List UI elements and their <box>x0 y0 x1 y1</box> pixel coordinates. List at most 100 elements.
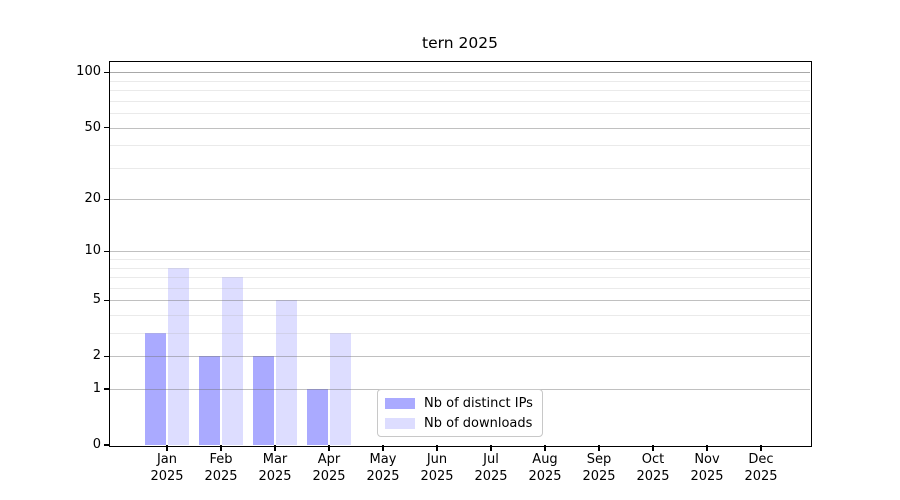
gridline-minor-y-4 <box>110 315 810 317</box>
x-tick-label-feb: Feb 2025 <box>191 451 251 485</box>
x-tick-label-jun: Jun 2025 <box>407 451 467 485</box>
y-tick-0 <box>104 444 110 446</box>
x-tick-oct <box>652 445 654 451</box>
x-tick-label-sep: Sep 2025 <box>569 451 629 485</box>
gridline-minor-y-6 <box>110 287 810 289</box>
gridline-major-y-100 <box>110 72 810 74</box>
bar-downloads-mar <box>276 300 297 445</box>
y-tick-label-50: 50 <box>84 119 101 135</box>
y-tick-label-10: 10 <box>84 243 101 259</box>
bar-distinct-ips-mar <box>253 356 274 445</box>
y-tick-1 <box>104 388 110 390</box>
month-text: Aug <box>532 452 558 467</box>
x-tick-jun <box>436 445 438 451</box>
bar-distinct-ips-jan <box>145 333 166 445</box>
year-text: 2025 <box>204 469 238 484</box>
gridline-major-y-5 <box>110 300 810 302</box>
gridline-minor-y-40 <box>110 145 810 147</box>
gridline-major-y-20 <box>110 199 810 201</box>
x-tick-jan <box>166 445 168 451</box>
year-text: 2025 <box>258 469 292 484</box>
year-text: 2025 <box>474 469 508 484</box>
y-tick-10 <box>104 250 110 253</box>
month-text: Nov <box>694 452 720 467</box>
month-text: Mar <box>262 452 288 467</box>
x-tick-label-apr: Apr 2025 <box>299 451 359 485</box>
year-text: 2025 <box>690 469 724 484</box>
y-tick-label-100: 100 <box>76 64 101 80</box>
x-tick-feb <box>220 445 222 451</box>
year-text: 2025 <box>744 469 778 484</box>
chart-title: tern 2025 <box>422 34 498 52</box>
gridline-major-y-50 <box>110 127 810 129</box>
month-text: Dec <box>748 452 774 467</box>
x-tick-dec <box>760 445 762 451</box>
gridline-minor-y-7 <box>110 277 810 279</box>
gridline-minor-y-3 <box>110 333 810 335</box>
x-tick-apr <box>328 445 330 451</box>
month-text: May <box>369 452 397 467</box>
month-text: Jun <box>426 452 448 467</box>
year-text: 2025 <box>528 469 562 484</box>
year-text: 2025 <box>636 469 670 484</box>
year-text: 2025 <box>312 469 346 484</box>
legend-swatch-distinct-ips-icon <box>385 397 415 409</box>
gridlines-layer <box>110 62 810 445</box>
y-tick-20 <box>104 198 110 200</box>
y-tick-2 <box>104 355 110 358</box>
x-tick-label-may: May 2025 <box>353 451 413 485</box>
y-tick-50 <box>104 126 110 129</box>
bars-layer <box>110 62 810 445</box>
y-tick-label-20: 20 <box>84 191 101 207</box>
bar-downloads-apr <box>330 333 351 445</box>
gridline-major-y-2 <box>110 356 810 358</box>
year-text: 2025 <box>420 469 454 484</box>
y-tick-100 <box>104 71 110 74</box>
gridline-major-y-10 <box>110 251 810 253</box>
x-tick-label-mar: Mar 2025 <box>245 451 305 485</box>
x-tick-label-jan: Jan 2025 <box>137 451 197 485</box>
x-tick-may <box>382 445 384 451</box>
month-text: Jul <box>483 452 499 467</box>
legend: Nb of distinct IPs Nb of downloads <box>377 389 543 437</box>
gridline-minor-y-70 <box>110 100 810 102</box>
x-tick-label-oct: Oct 2025 <box>623 451 683 485</box>
bar-downloads-feb <box>222 277 243 445</box>
gridline-minor-y-8 <box>110 267 810 269</box>
month-text: Feb <box>209 452 233 467</box>
x-tick-aug <box>544 445 546 451</box>
bar-distinct-ips-feb <box>199 356 220 445</box>
legend-item-downloads: Nb of downloads <box>385 415 542 431</box>
gridline-minor-y-60 <box>110 113 810 115</box>
legend-item-distinct-ips: Nb of distinct IPs <box>385 395 542 411</box>
bar-downloads-jan <box>168 267 189 445</box>
month-text: Jan <box>156 452 178 467</box>
y-tick-label-2: 2 <box>92 348 101 364</box>
x-tick-nov <box>706 445 708 451</box>
y-tick-label-5: 5 <box>92 292 101 308</box>
legend-label-distinct-ips: Nb of distinct IPs <box>424 395 533 411</box>
x-tick-label-jul: Jul 2025 <box>461 451 521 485</box>
gridline-minor-y-9 <box>110 259 810 261</box>
gridline-minor-y-90 <box>110 80 810 82</box>
year-text: 2025 <box>366 469 400 484</box>
bar-distinct-ips-apr <box>307 389 328 445</box>
gridline-minor-y-30 <box>110 167 810 169</box>
month-text: Sep <box>586 452 612 467</box>
month-text: Apr <box>317 452 341 467</box>
legend-label-downloads: Nb of downloads <box>424 415 533 431</box>
x-tick-mar <box>274 445 276 451</box>
x-tick-label-aug: Aug 2025 <box>515 451 575 485</box>
year-text: 2025 <box>150 469 184 484</box>
y-tick-label-0: 0 <box>92 437 101 452</box>
y-tick-5 <box>104 299 110 302</box>
y-tick-label-1: 1 <box>92 381 101 397</box>
x-tick-label-dec: Dec 2025 <box>731 451 791 485</box>
x-tick-jul <box>490 445 492 451</box>
gridline-minor-y-80 <box>110 90 810 92</box>
x-tick-sep <box>598 445 600 451</box>
year-text: 2025 <box>582 469 616 484</box>
x-tick-label-nov: Nov 2025 <box>677 451 737 485</box>
month-text: Oct <box>641 452 665 467</box>
